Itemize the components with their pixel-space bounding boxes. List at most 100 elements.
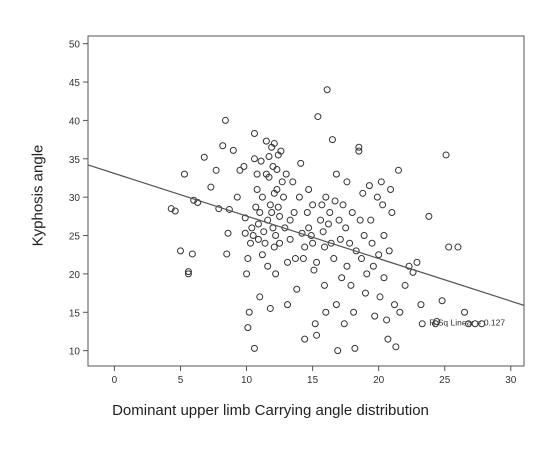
data-point: [445, 243, 453, 251]
data-point: [253, 170, 261, 178]
data-point: [289, 178, 297, 186]
data-point: [219, 142, 227, 150]
data-point: [250, 155, 258, 163]
data-point: [252, 203, 260, 211]
data-point: [340, 320, 348, 328]
x-tick-label: 20: [373, 375, 385, 386]
x-tick-label: 5: [178, 375, 184, 386]
data-point: [383, 316, 391, 324]
data-point: [359, 189, 367, 197]
data-point: [339, 201, 347, 209]
data-point: [270, 243, 278, 251]
data-point: [336, 235, 344, 243]
data-point: [167, 205, 175, 213]
data-point: [348, 209, 356, 217]
data-point: [274, 203, 282, 211]
data-point: [258, 251, 266, 259]
data-point: [314, 113, 322, 121]
data-point: [303, 209, 311, 217]
data-point: [425, 212, 433, 220]
data-point: [290, 209, 298, 217]
data-point: [357, 255, 365, 263]
data-point: [248, 224, 256, 232]
data-point: [277, 147, 285, 155]
data-point: [269, 162, 277, 170]
data-point: [401, 281, 409, 289]
data-point: [471, 320, 479, 328]
data-point: [272, 270, 280, 278]
x-tick-label: 10: [241, 375, 253, 386]
data-point: [379, 201, 387, 209]
data-point: [373, 193, 381, 201]
y-tick-label: 30: [69, 193, 81, 204]
x-axis-label: Dominant upper limb Carrying angle distr…: [112, 402, 429, 419]
data-point: [272, 232, 280, 240]
data-point: [361, 289, 369, 297]
data-point: [384, 335, 392, 343]
data-point: [236, 166, 244, 174]
data-point: [299, 255, 307, 263]
data-point: [347, 281, 355, 289]
y-tick-label: 20: [69, 270, 81, 281]
data-point: [311, 320, 319, 328]
data-point: [253, 185, 261, 193]
data-point: [320, 281, 328, 289]
data-point: [244, 324, 252, 332]
data-point: [478, 320, 486, 328]
data-point: [254, 235, 262, 243]
data-point: [380, 274, 388, 282]
x-tick-label: 25: [439, 375, 451, 386]
data-point: [371, 312, 379, 320]
data-point: [377, 178, 385, 186]
data-point: [322, 193, 330, 201]
y-tick-label: 10: [69, 347, 81, 358]
y-tick-label: 25: [69, 232, 81, 243]
data-point: [313, 331, 321, 339]
y-axis-label-text: Kyphosis angle: [29, 144, 47, 246]
data-point: [256, 209, 264, 217]
data-point: [327, 239, 335, 247]
y-axis-label: Kyphosis angle: [8, 144, 68, 246]
data-point: [350, 308, 358, 316]
data-point: [369, 262, 377, 270]
data-point: [278, 178, 286, 186]
data-point: [293, 285, 301, 293]
data-point: [247, 239, 255, 247]
data-point: [223, 250, 231, 258]
data-point: [265, 173, 273, 181]
data-point: [233, 193, 241, 201]
data-point: [212, 166, 220, 174]
data-point: [360, 232, 368, 240]
points-layer: [167, 86, 486, 355]
data-point: [331, 197, 339, 205]
data-point: [188, 250, 196, 258]
data-point: [282, 170, 290, 178]
data-point: [356, 216, 364, 224]
data-point: [215, 205, 223, 213]
data-point: [194, 199, 202, 207]
y-tick-label: 35: [69, 155, 81, 166]
data-point: [240, 162, 248, 170]
data-point: [260, 228, 268, 236]
y-tick-label: 45: [69, 78, 81, 89]
data-point: [394, 166, 402, 174]
data-point: [309, 239, 317, 247]
data-point: [301, 243, 309, 251]
data-point: [454, 243, 462, 251]
data-point: [310, 266, 318, 274]
data-point: [365, 182, 373, 190]
data-point: [367, 216, 375, 224]
x-tick-label: 30: [505, 375, 517, 386]
data-point: [297, 159, 305, 167]
data-point: [224, 229, 232, 237]
x-tick-label: 15: [307, 375, 319, 386]
data-point: [184, 268, 192, 276]
data-point: [258, 193, 266, 201]
data-point: [241, 229, 249, 237]
data-point: [264, 262, 272, 270]
data-point: [338, 274, 346, 282]
data-point: [243, 270, 251, 278]
data-point: [207, 183, 215, 191]
data-point: [328, 136, 336, 144]
